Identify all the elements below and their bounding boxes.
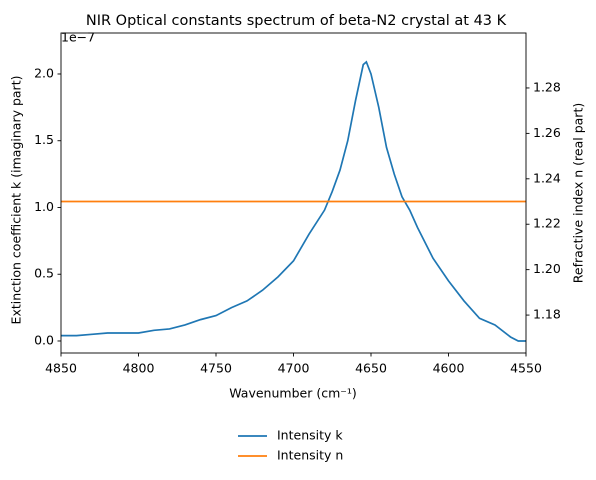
y-tick-label: 0.5 (34, 266, 54, 281)
y2-tick-label: 1.28 (533, 79, 561, 94)
y2-tick-label: 1.18 (533, 307, 561, 322)
x-tick-label: 4650 (355, 361, 387, 376)
y-axis-label: Extinction coefficient k (imaginary part… (9, 76, 24, 325)
y-offset-label: 1e−7 (61, 30, 95, 45)
y2-tick-label: 1.24 (533, 170, 561, 185)
y-tick-label: 1.0 (34, 199, 54, 214)
x-axis-label: Wavenumber (cm⁻¹) (229, 386, 356, 401)
legend-label: Intensity n (277, 448, 343, 463)
y-tick-label: 0.0 (34, 332, 54, 347)
x-tick-label: 4600 (433, 361, 465, 376)
y2-tick-label: 1.20 (533, 261, 561, 276)
series-line (61, 60, 526, 342)
x-tick-label: 4850 (45, 361, 77, 376)
x-tick-label: 4550 (510, 361, 542, 376)
chart-title: NIR Optical constants spectrum of beta-N… (86, 13, 507, 29)
x-tick-label: 4700 (278, 361, 310, 376)
x-tick-label: 4800 (123, 361, 155, 376)
legend-label: Intensity k (277, 428, 343, 443)
plot-frame (60, 32, 527, 354)
y2-axis-label: Refractive index n (real part) (571, 103, 586, 283)
x-tick-label: 4750 (200, 361, 232, 376)
y-tick-label: 2.0 (34, 65, 54, 80)
y2-tick-label: 1.22 (533, 216, 561, 231)
y-tick-label: 1.5 (34, 132, 54, 147)
y2-tick-label: 1.26 (533, 125, 561, 140)
